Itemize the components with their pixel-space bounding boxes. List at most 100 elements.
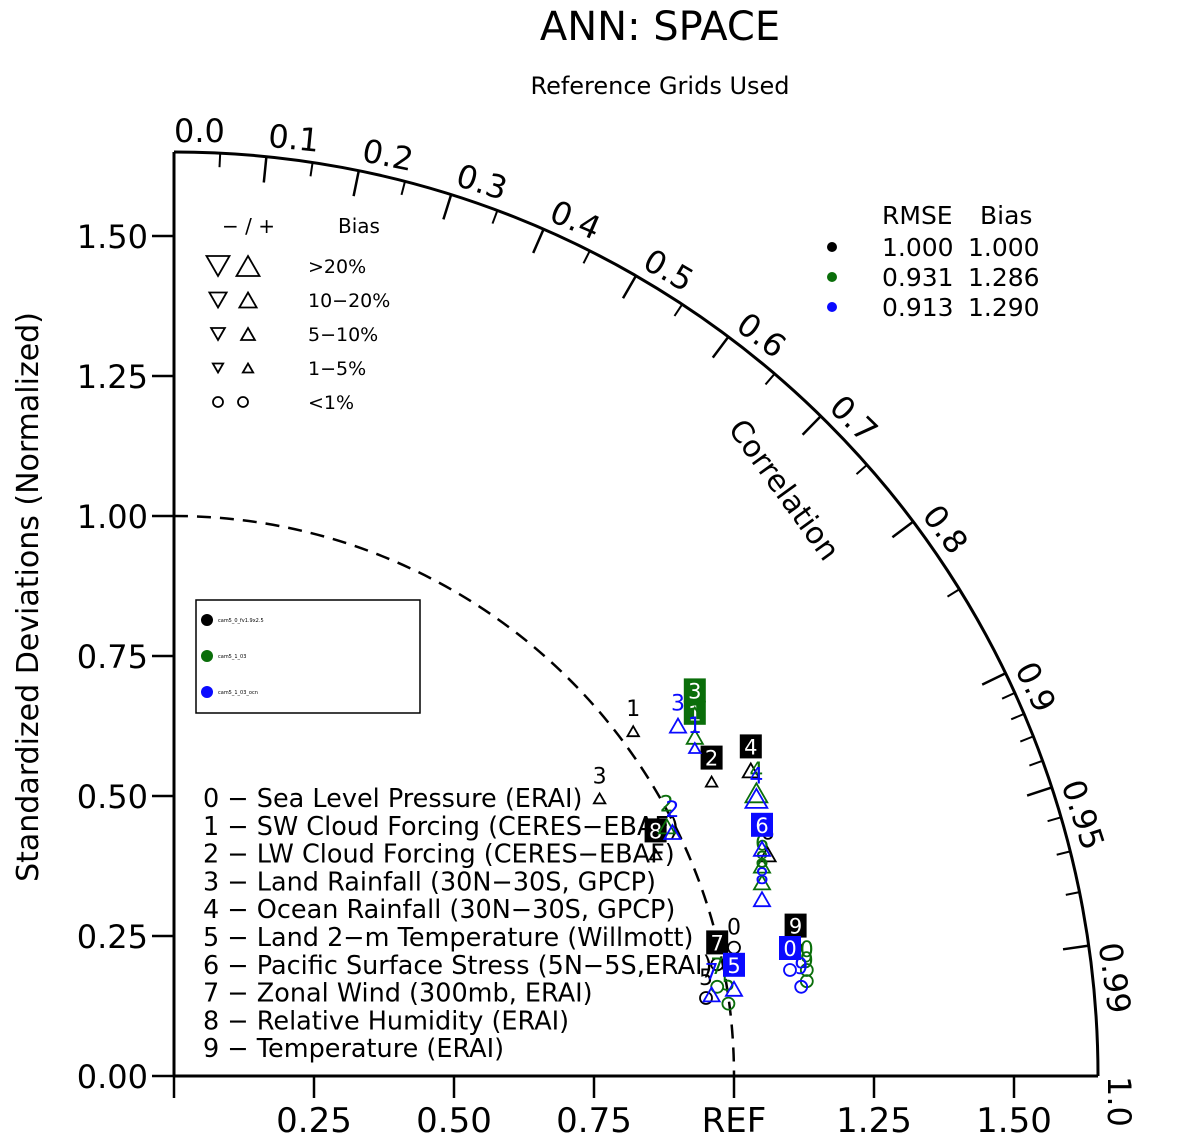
corr-major-tick	[711, 336, 730, 359]
rmse-bias-header: Bias	[980, 201, 1032, 230]
bias-triangle-down-icon	[211, 362, 225, 375]
data-point: 0	[727, 916, 741, 955]
x-tick-label: 1.25	[836, 1101, 912, 1135]
point-marker	[648, 847, 663, 861]
corr-minor-tick	[673, 303, 684, 317]
point-label-box	[644, 818, 667, 843]
point-marker	[625, 724, 641, 738]
corr-tick-label: 0.1	[267, 117, 321, 160]
point-label: 9	[800, 949, 814, 974]
bias-triangle-up-icon	[239, 326, 257, 341]
data-point: 2	[662, 798, 683, 840]
point-label: 7	[710, 955, 724, 980]
data-point: 4	[743, 764, 769, 809]
corr-major-tick	[891, 520, 914, 539]
data-point: 7	[706, 930, 729, 972]
corr-minor-tick	[491, 210, 499, 224]
bias-legend-label: 1−5%	[308, 358, 366, 380]
point-label-box	[751, 812, 773, 837]
series-name: cam5_0_fv1.9x2.5	[218, 618, 264, 624]
data-point: 1	[687, 714, 703, 754]
data-point: 9	[794, 955, 808, 994]
data-point: 0	[779, 936, 801, 977]
point-label: 7	[705, 960, 719, 985]
bias-legend-bias-header: Bias	[338, 214, 380, 238]
bias-legend-sign-header: − / +	[222, 214, 275, 238]
point-marker	[685, 705, 705, 723]
y-tick-label: 1.25	[77, 358, 148, 396]
data-point: 8	[752, 865, 772, 908]
point-label: 0	[800, 938, 814, 963]
y-tick-label: 0.00	[77, 1058, 148, 1096]
bias-legend: − / + Bias >20% 10−20% 5−10% 1−5% <1%	[204, 214, 390, 414]
point-label-box	[739, 734, 762, 759]
x-tick-label: REF	[702, 1101, 767, 1135]
x-tick-label: 1.50	[976, 1101, 1052, 1135]
data-point: 4	[743, 759, 769, 804]
point-label: 3	[593, 764, 607, 789]
data-point: 3	[592, 764, 607, 805]
point-label: 1	[626, 697, 640, 722]
corr-minor-tick	[1065, 891, 1080, 896]
point-marker	[783, 963, 797, 977]
data-point: 5	[721, 972, 735, 1011]
corr-major-tick	[1062, 944, 1089, 951]
corr-major-tick	[801, 415, 822, 436]
point-label-box	[683, 678, 706, 703]
data-point: 3	[683, 678, 706, 723]
bias-triangle-down-icon	[207, 291, 229, 310]
corr-tick-label: 0.99	[1091, 940, 1139, 1016]
point-marker	[727, 940, 741, 955]
corr-minor-tick	[855, 464, 868, 475]
bias-triangle-down-icon	[209, 327, 227, 342]
point-label: 0	[727, 916, 741, 941]
bias-circle-plus-icon	[237, 396, 249, 408]
corr-tick-label: 0.9	[1007, 656, 1063, 718]
series-dot	[201, 686, 213, 698]
point-marker	[743, 787, 769, 809]
bias-legend-label: <1%	[308, 392, 354, 414]
point-label: 4	[749, 759, 763, 784]
rmse-value: 0.913	[882, 293, 954, 322]
data-point: 1	[625, 697, 641, 738]
corr-tick-label: 0.5	[637, 241, 700, 299]
point-label: 9	[789, 915, 802, 939]
corr-minor-tick	[1010, 712, 1025, 721]
corr-tick-label: 0.7	[822, 388, 885, 451]
series-dot	[201, 614, 213, 626]
x-tick-label: 0.50	[416, 1101, 492, 1135]
point-marker	[752, 856, 772, 874]
point-label: 2	[660, 792, 674, 817]
bias-triangle-up-icon	[241, 361, 255, 374]
point-label: 6	[755, 814, 768, 838]
point-label: 1	[688, 702, 701, 726]
bias-triangle-up-icon	[234, 254, 262, 277]
corr-minor-tick	[1001, 691, 1016, 700]
point-label-box	[700, 745, 723, 770]
variable-legend-item: 6 − Pacific Surface Stress (5N−5S,ERAI)	[203, 951, 713, 981]
corr-minor-tick	[1047, 816, 1062, 823]
point-marker	[743, 781, 769, 804]
correlation-label: Correlation	[721, 413, 846, 567]
corr-tick-label: 1.0	[1100, 1076, 1138, 1127]
data-point: 2	[700, 745, 723, 788]
point-label: 3	[671, 692, 685, 717]
point-label: 4	[744, 735, 757, 759]
point-marker	[699, 991, 713, 1005]
point-marker	[741, 761, 761, 779]
point-marker	[701, 985, 722, 1003]
y-tick-label: 1.50	[77, 218, 148, 256]
series-legend: cam5_0_fv1.9x2.5 cam5_1_03 cam5_1_03_ocn	[195, 599, 421, 714]
bias-legend-label: 10−20%	[308, 290, 390, 312]
series-dot	[201, 650, 213, 662]
point-label: 9	[794, 955, 808, 980]
y-tick-label: 0.75	[77, 638, 148, 676]
data-point: 4	[739, 734, 762, 779]
rmse-series-dot	[827, 302, 837, 312]
point-label-box	[706, 930, 729, 955]
corr-minor-tick	[1019, 735, 1034, 743]
point-label-box	[723, 952, 745, 977]
series-name: cam5_1_03_ocn	[218, 690, 258, 696]
bias-legend-label: 5−10%	[308, 324, 378, 346]
